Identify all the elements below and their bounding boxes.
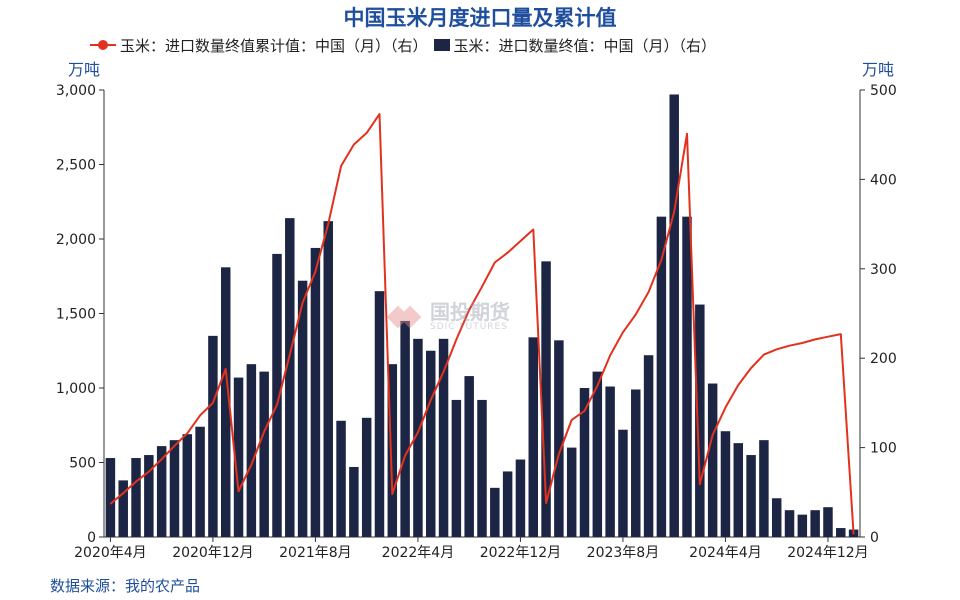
bar bbox=[515, 459, 526, 537]
bar bbox=[438, 338, 449, 537]
bar bbox=[579, 388, 590, 537]
bar bbox=[784, 510, 795, 537]
bar bbox=[361, 417, 372, 537]
bar bbox=[720, 431, 731, 537]
bar bbox=[669, 94, 679, 537]
x-tick-label: 2020年12月 bbox=[172, 545, 253, 561]
bar bbox=[836, 528, 846, 537]
bar bbox=[797, 514, 808, 537]
right-tick-label: 100 bbox=[870, 441, 897, 457]
bar bbox=[169, 440, 180, 537]
bar bbox=[297, 280, 308, 537]
bar bbox=[233, 377, 244, 537]
x-tick-label: 2024年4月 bbox=[689, 545, 762, 561]
bar bbox=[118, 480, 128, 537]
left-axis-unit: 万吨 bbox=[68, 60, 101, 79]
data-source: 数据来源：我的农产品 bbox=[50, 577, 201, 595]
bar bbox=[323, 221, 333, 537]
right-tick-label: 400 bbox=[870, 172, 897, 188]
bar bbox=[592, 371, 603, 537]
left-tick-label: 500 bbox=[69, 456, 96, 472]
bar bbox=[541, 261, 551, 537]
legend-line-swatch bbox=[90, 38, 116, 52]
bar bbox=[746, 455, 756, 537]
bar bbox=[695, 304, 705, 537]
legend-line-label: 玉米：进口数量终值累计值：中国（月）（右） bbox=[120, 36, 428, 55]
right-axis-unit: 万吨 bbox=[862, 60, 895, 79]
legend: 玉米：进口数量终值累计值：中国（月）（右） 玉米：进口数量终值：中国（月）（右） bbox=[90, 34, 722, 56]
right-tick-label: 0 bbox=[870, 530, 879, 546]
bar bbox=[823, 507, 833, 537]
watermark-text-cn: 国投期货 bbox=[430, 300, 510, 324]
bar bbox=[502, 471, 513, 537]
bar bbox=[810, 510, 820, 537]
bar bbox=[477, 399, 487, 537]
bar bbox=[400, 320, 410, 537]
bar bbox=[182, 434, 193, 537]
bar bbox=[310, 247, 321, 537]
bar bbox=[554, 340, 564, 537]
bar bbox=[426, 350, 436, 537]
x-tick-label: 2022年12月 bbox=[480, 545, 561, 561]
bar bbox=[707, 383, 718, 537]
bar bbox=[374, 291, 385, 537]
cumulative-line bbox=[109, 113, 855, 535]
right-tick-label: 300 bbox=[870, 262, 897, 278]
bar bbox=[144, 455, 154, 537]
left-tick-label: 1,000 bbox=[56, 381, 96, 397]
x-tick-label: 2023年8月 bbox=[587, 545, 660, 561]
bar bbox=[336, 420, 346, 537]
bar bbox=[656, 216, 667, 537]
watermark-logo: 国投期货 SDIC FUTURES bbox=[386, 300, 510, 332]
bar bbox=[618, 429, 628, 537]
left-tick-label: 0 bbox=[87, 530, 96, 546]
left-tick-label: 2,000 bbox=[56, 232, 96, 248]
bar bbox=[349, 466, 359, 537]
left-tick-label: 2,500 bbox=[56, 158, 96, 174]
bar bbox=[528, 337, 538, 537]
chart-title: 中国玉米月度进口量及累计值 bbox=[343, 6, 617, 30]
bar bbox=[451, 399, 462, 537]
bar bbox=[131, 458, 141, 537]
bar bbox=[605, 386, 615, 537]
bar bbox=[682, 216, 692, 537]
bar bbox=[631, 389, 641, 537]
x-tick-label: 2021年8月 bbox=[279, 545, 352, 561]
right-tick-label: 200 bbox=[870, 351, 897, 367]
bar bbox=[464, 376, 474, 537]
legend-bar-swatch bbox=[433, 39, 450, 51]
x-tick-label: 2022年4月 bbox=[382, 545, 455, 561]
bar bbox=[387, 364, 398, 537]
x-tick-label: 2024年12月 bbox=[787, 545, 868, 561]
watermark-mark-icon bbox=[386, 302, 422, 332]
bar bbox=[208, 335, 218, 537]
bar bbox=[413, 338, 423, 537]
bar bbox=[566, 447, 577, 537]
left-tick-label: 1,500 bbox=[56, 307, 96, 323]
legend-bar-label: 玉米：进口数量终值：中国（月）（右） bbox=[453, 36, 717, 55]
bar bbox=[733, 443, 744, 537]
bar bbox=[643, 355, 654, 537]
bar bbox=[195, 426, 205, 537]
bar bbox=[771, 498, 782, 537]
legend-line-item: 玉米：进口数量终值累计值：中国（月）（右） bbox=[90, 35, 428, 56]
bar bbox=[272, 253, 282, 537]
watermark-text-en: SDIC FUTURES bbox=[430, 322, 508, 332]
bar bbox=[156, 446, 167, 537]
bar bbox=[259, 371, 269, 537]
bar bbox=[490, 487, 500, 537]
bar bbox=[246, 364, 257, 537]
right-tick-label: 500 bbox=[870, 83, 897, 99]
bar bbox=[220, 267, 231, 537]
legend-bar-item: 玉米：进口数量终值：中国（月）（右） bbox=[433, 35, 717, 56]
bar bbox=[285, 218, 295, 537]
bar bbox=[105, 458, 116, 537]
bar bbox=[759, 440, 769, 537]
left-tick-label: 3,000 bbox=[56, 83, 96, 99]
x-tick-label: 2020年4月 bbox=[74, 545, 147, 561]
